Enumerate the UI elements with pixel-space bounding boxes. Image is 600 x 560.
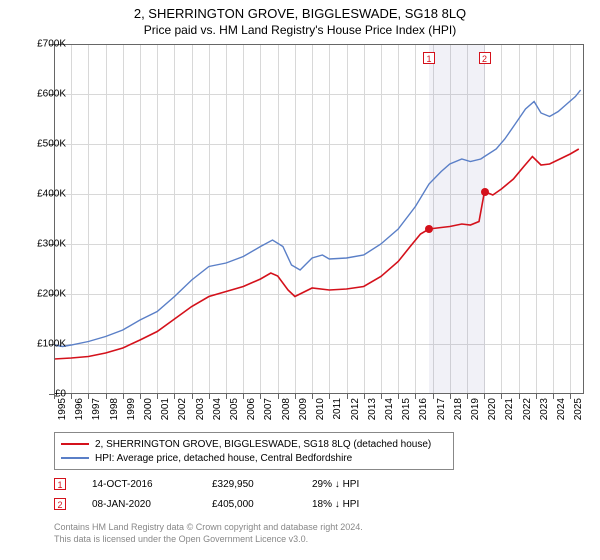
x-tick: [209, 394, 210, 399]
footer-line: Contains HM Land Registry data © Crown c…: [54, 522, 363, 534]
x-axis-label: 2016: [418, 398, 429, 428]
x-tick: [450, 394, 451, 399]
x-tick: [415, 394, 416, 399]
y-axis-label: £200K: [16, 289, 66, 300]
x-tick: [467, 394, 468, 399]
chart-title-address: 2, SHERRINGTON GROVE, BIGGLESWADE, SG18 …: [0, 0, 600, 21]
transaction-date: 14-OCT-2016: [92, 479, 212, 490]
x-axis-label: 2019: [470, 398, 481, 428]
transaction-marker-icon: 1: [54, 478, 66, 490]
footer-line: This data is licensed under the Open Gov…: [54, 534, 363, 546]
x-tick: [226, 394, 227, 399]
x-tick: [174, 394, 175, 399]
transaction-vs-hpi: 29% ↓ HPI: [312, 479, 412, 490]
x-axis-label: 2020: [487, 398, 498, 428]
transaction-marker-icon: 2: [54, 498, 66, 510]
plot-border: [54, 44, 584, 394]
x-tick: [106, 394, 107, 399]
y-axis-label: £300K: [16, 239, 66, 250]
x-axis-label: 2000: [143, 398, 154, 428]
x-tick: [88, 394, 89, 399]
transaction-price: £329,950: [212, 479, 312, 490]
transaction-date: 08-JAN-2020: [92, 499, 212, 510]
transaction-row: 2 08-JAN-2020 £405,000 18% ↓ HPI: [54, 494, 412, 514]
legend-label: HPI: Average price, detached house, Cent…: [95, 453, 352, 464]
legend-item-hpi: HPI: Average price, detached house, Cent…: [61, 451, 447, 465]
x-tick: [553, 394, 554, 399]
footer-attribution: Contains HM Land Registry data © Crown c…: [54, 522, 363, 545]
legend-item-price-paid: 2, SHERRINGTON GROVE, BIGGLESWADE, SG18 …: [61, 437, 447, 451]
y-axis-label: £100K: [16, 339, 66, 350]
x-axis-label: 2010: [315, 398, 326, 428]
x-axis-label: 2017: [436, 398, 447, 428]
x-axis-label: 2004: [212, 398, 223, 428]
x-axis-label: 2008: [281, 398, 292, 428]
x-tick: [381, 394, 382, 399]
x-axis-label: 2003: [195, 398, 206, 428]
x-tick: [484, 394, 485, 399]
y-axis-label: £400K: [16, 189, 66, 200]
x-axis-label: 2006: [246, 398, 257, 428]
x-tick: [243, 394, 244, 399]
x-tick: [433, 394, 434, 399]
x-axis-label: 2015: [401, 398, 412, 428]
x-axis-label: 2014: [384, 398, 395, 428]
x-tick: [295, 394, 296, 399]
x-axis-label: 2002: [177, 398, 188, 428]
y-axis-label: £500K: [16, 139, 66, 150]
plot-area: 12: [54, 44, 584, 394]
x-axis-label: 2005: [229, 398, 240, 428]
x-axis-label: 1997: [91, 398, 102, 428]
x-tick: [398, 394, 399, 399]
x-axis-label: 2023: [539, 398, 550, 428]
x-axis-label: 2007: [263, 398, 274, 428]
transaction-price: £405,000: [212, 499, 312, 510]
x-tick: [329, 394, 330, 399]
chart-container: 2, SHERRINGTON GROVE, BIGGLESWADE, SG18 …: [0, 0, 600, 560]
x-tick: [192, 394, 193, 399]
x-axis-label: 1995: [57, 398, 68, 428]
x-tick: [364, 394, 365, 399]
y-axis-label: £700K: [16, 39, 66, 50]
y-axis-label: £600K: [16, 89, 66, 100]
legend-swatch: [61, 457, 89, 459]
x-tick: [157, 394, 158, 399]
transactions-table: 1 14-OCT-2016 £329,950 29% ↓ HPI 2 08-JA…: [54, 474, 412, 514]
x-axis-label: 2009: [298, 398, 309, 428]
legend-label: 2, SHERRINGTON GROVE, BIGGLESWADE, SG18 …: [95, 439, 431, 450]
x-tick: [140, 394, 141, 399]
chart-title-subtitle: Price paid vs. HM Land Registry's House …: [0, 21, 600, 37]
x-tick: [570, 394, 571, 399]
x-axis-label: 2012: [350, 398, 361, 428]
x-tick: [536, 394, 537, 399]
x-axis-label: 2013: [367, 398, 378, 428]
x-axis-label: 2018: [453, 398, 464, 428]
x-axis-label: 2021: [504, 398, 515, 428]
x-axis-label: 1996: [74, 398, 85, 428]
x-axis-label: 1998: [109, 398, 120, 428]
x-tick: [260, 394, 261, 399]
x-axis-label: 2024: [556, 398, 567, 428]
x-axis-label: 2025: [573, 398, 584, 428]
transaction-row: 1 14-OCT-2016 £329,950 29% ↓ HPI: [54, 474, 412, 494]
x-axis-label: 2011: [332, 398, 343, 428]
x-tick: [123, 394, 124, 399]
x-axis-label: 2022: [522, 398, 533, 428]
x-tick: [501, 394, 502, 399]
x-tick: [519, 394, 520, 399]
x-tick: [347, 394, 348, 399]
x-tick: [312, 394, 313, 399]
legend-box: 2, SHERRINGTON GROVE, BIGGLESWADE, SG18 …: [54, 432, 454, 470]
x-axis-label: 2001: [160, 398, 171, 428]
transaction-vs-hpi: 18% ↓ HPI: [312, 499, 412, 510]
x-axis-label: 1999: [126, 398, 137, 428]
x-tick: [278, 394, 279, 399]
x-tick: [71, 394, 72, 399]
legend-swatch: [61, 443, 89, 445]
